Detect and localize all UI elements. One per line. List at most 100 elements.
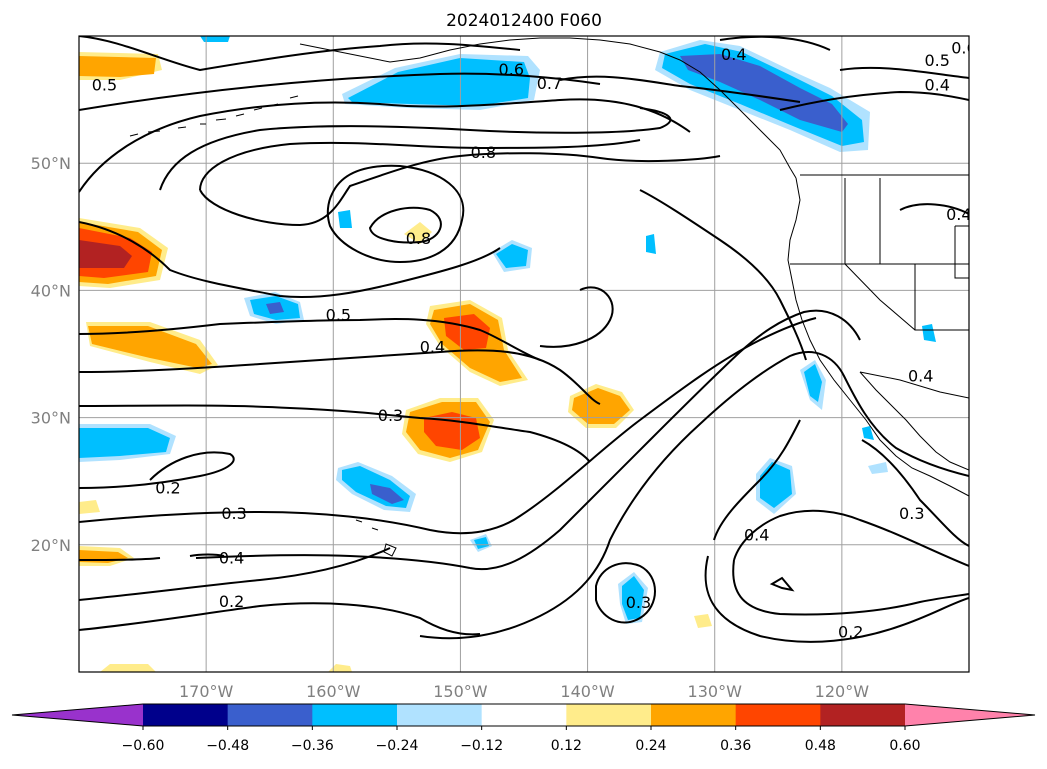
colorbar-segment [651,704,737,726]
shaded-patch-darkblue [680,54,848,132]
shaded-patch-cyan [646,234,656,254]
shaded-patch-orange [572,388,630,424]
contour-label: 0.4 [420,337,445,356]
contour-line [326,164,465,264]
shaded-patch-orange [100,664,156,672]
colorbar-extend-max [905,704,1035,726]
mexico-border [859,371,969,399]
contour-line [199,139,641,191]
shaded-field-layer [79,36,936,672]
colorbar-segment [735,704,821,726]
shaded-patch-cyan [348,58,530,106]
contour-label: 0.4 [946,205,971,224]
shaded-patch-cyan [474,537,489,549]
colorbar-tick-label: −0.24 [376,738,419,754]
shaded-patch-orange [694,614,712,628]
shaded-patch-orange [404,222,432,244]
contour-label: 0.4 [744,526,769,545]
colorbar-segment [143,704,229,726]
contour-line [732,559,969,616]
alaska-coastline [299,37,797,179]
shaded-patch-cyan [760,462,792,508]
colorbar-segment [312,704,398,726]
contour-layer [79,36,969,643]
shaded-patch-cyan [338,210,352,228]
shaded-patch-orange [79,500,100,514]
shaded-patch-darkblue [266,302,284,314]
shaded-patch-red [444,314,490,350]
map-frame-border [78,35,970,673]
contour-line [79,404,591,463]
us-state-border [954,225,969,279]
contour-line [595,562,656,624]
contour-line [79,221,501,299]
coastline-layer [129,37,969,557]
map-title: 2024012400 F060 [446,11,602,31]
colorbar-tick-label: −0.36 [291,738,334,754]
longitude-label: 140°W [560,682,615,701]
contour-line [79,36,521,72]
contour-line [539,286,614,348]
colorbar-tick-label: −0.60 [122,738,165,754]
contour-labels: 0.50.60.70.4 0.50.40.80.80.40.50.40.30.40… [92,38,976,641]
longitude-label: 160°W [306,682,361,701]
colorbar-segment [481,704,567,726]
longitude-label: 130°W [688,682,743,701]
colorbar-tick-label: 0.60 [889,738,920,754]
colorbar-segment [397,704,483,726]
shaded-patch-cyan [804,364,822,402]
shaded-patch-orange [328,664,352,672]
contour-label: 0.8 [471,143,496,162]
contour-label: 0.3 [221,504,246,523]
colorbar [11,703,1036,727]
baja-coastline [859,371,969,471]
canada-coastline [787,177,969,497]
contour-line [79,318,541,361]
shaded-patch-orange [88,326,212,368]
contour-label: 0.6 [951,38,976,57]
latitude-label: 20°N [31,536,71,555]
us-state-border [844,263,916,331]
contour-line [79,451,235,489]
shaded-patch-cyan [868,462,888,474]
shaded-patch-cyan [862,426,874,440]
latitude-labels: 20°N 30°N 40°N 50°N [31,154,71,555]
contour-label: 0.3 [378,406,403,425]
shaded-patch-cyan [79,428,170,458]
latitude-label: 40°N [31,281,71,300]
contour-label: 0.7 [537,74,562,93]
shaded-patch-cyan [496,244,528,268]
contour-label: 0.4 [721,45,746,64]
colorbar-extend-min [12,704,143,726]
map-gridlines [79,36,969,672]
shaded-patch-red [424,412,480,450]
contour-line [79,547,391,601]
latitude-label: 50°N [31,154,71,173]
shaded-patch-orange [79,56,156,77]
contour-line [713,419,801,541]
contour-label: 0.4 [908,367,933,386]
contour-label: 0.4 [219,549,244,568]
contour-label: 0.2 [155,479,180,498]
colorbar-segment [566,704,652,726]
contour-line [79,349,601,405]
contour-label: 0.5 [326,306,351,325]
colorbar-tick-label: 0.12 [551,738,582,754]
colorbar-tick-label: 0.24 [635,738,666,754]
longitude-label: 120°W [815,682,870,701]
contour-line [159,107,672,191]
contour-label: 0.5 [924,51,949,70]
contour-line [704,555,969,643]
contour-line [79,72,601,111]
contour-label: 0.6 [499,60,524,79]
colorbar-tick-label: −0.12 [460,738,503,754]
longitude-labels: 170°W 160°W 150°W 140°W 130°W 120°W [179,682,869,701]
contour-line [79,602,481,636]
longitude-label: 150°W [433,682,488,701]
contour-label: 0.2 [838,622,863,641]
contour-line [769,576,795,592]
colorbar-tick-label: 0.48 [805,738,836,754]
contour-line [189,553,225,557]
longitude-label: 170°W [179,682,234,701]
